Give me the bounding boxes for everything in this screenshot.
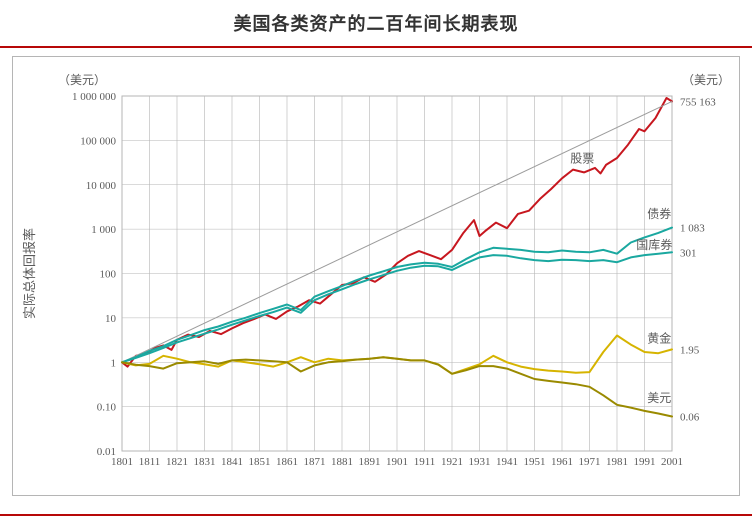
y-tick: 0.01 xyxy=(97,446,116,458)
x-tick: 1851 xyxy=(249,456,271,468)
end-value: 1 083 xyxy=(680,223,705,235)
y-tick: 1 xyxy=(111,357,117,369)
line-chart: 1801181118211831184118511861187118811891… xyxy=(12,56,740,496)
x-tick: 1981 xyxy=(606,456,628,468)
series-label: 股票 xyxy=(570,152,594,166)
x-tick: 2001 xyxy=(661,456,683,468)
y-axis-label: 实际总体回报率 xyxy=(22,228,37,319)
series-label: 债券 xyxy=(647,206,671,221)
y-tick: 1 000 000 xyxy=(72,91,117,103)
x-tick: 1931 xyxy=(469,456,491,468)
y-tick: 10 xyxy=(105,313,117,325)
x-tick: 1891 xyxy=(359,456,381,468)
left-unit: （美元） xyxy=(58,73,106,87)
y-tick: 0.10 xyxy=(97,402,117,414)
x-tick: 1961 xyxy=(551,456,573,468)
series-label: 国库券 xyxy=(636,237,672,252)
bottom-rule xyxy=(0,514,752,516)
end-value: 755 163 xyxy=(680,96,716,108)
x-tick: 1871 xyxy=(304,456,326,468)
chart-container: 1801181118211831184118511861187118811891… xyxy=(0,48,752,500)
x-tick: 1911 xyxy=(414,456,436,468)
x-tick: 1831 xyxy=(194,456,216,468)
x-tick: 1811 xyxy=(139,456,161,468)
x-tick: 1901 xyxy=(386,456,408,468)
x-tick: 1941 xyxy=(496,456,518,468)
y-tick: 100 000 xyxy=(80,135,116,147)
x-tick: 1881 xyxy=(331,456,353,468)
y-tick: 10 000 xyxy=(86,180,117,192)
x-tick: 1861 xyxy=(276,456,298,468)
series-label: 黄金 xyxy=(647,330,671,345)
end-value: 1.95 xyxy=(680,344,700,356)
right-unit: （美元） xyxy=(682,73,730,87)
x-tick: 1821 xyxy=(166,456,188,468)
series-label: 美元 xyxy=(647,391,671,405)
x-tick: 1991 xyxy=(634,456,656,468)
x-tick: 1951 xyxy=(524,456,546,468)
end-value: 301 xyxy=(680,247,697,259)
chart-title: 美国各类资产的二百年间长期表现 xyxy=(0,0,752,46)
y-tick: 1 000 xyxy=(91,224,116,236)
x-tick: 1971 xyxy=(579,456,601,468)
end-value: 0.06 xyxy=(680,411,700,423)
y-tick: 100 xyxy=(100,269,117,281)
x-tick: 1921 xyxy=(441,456,463,468)
x-tick: 1841 xyxy=(221,456,243,468)
